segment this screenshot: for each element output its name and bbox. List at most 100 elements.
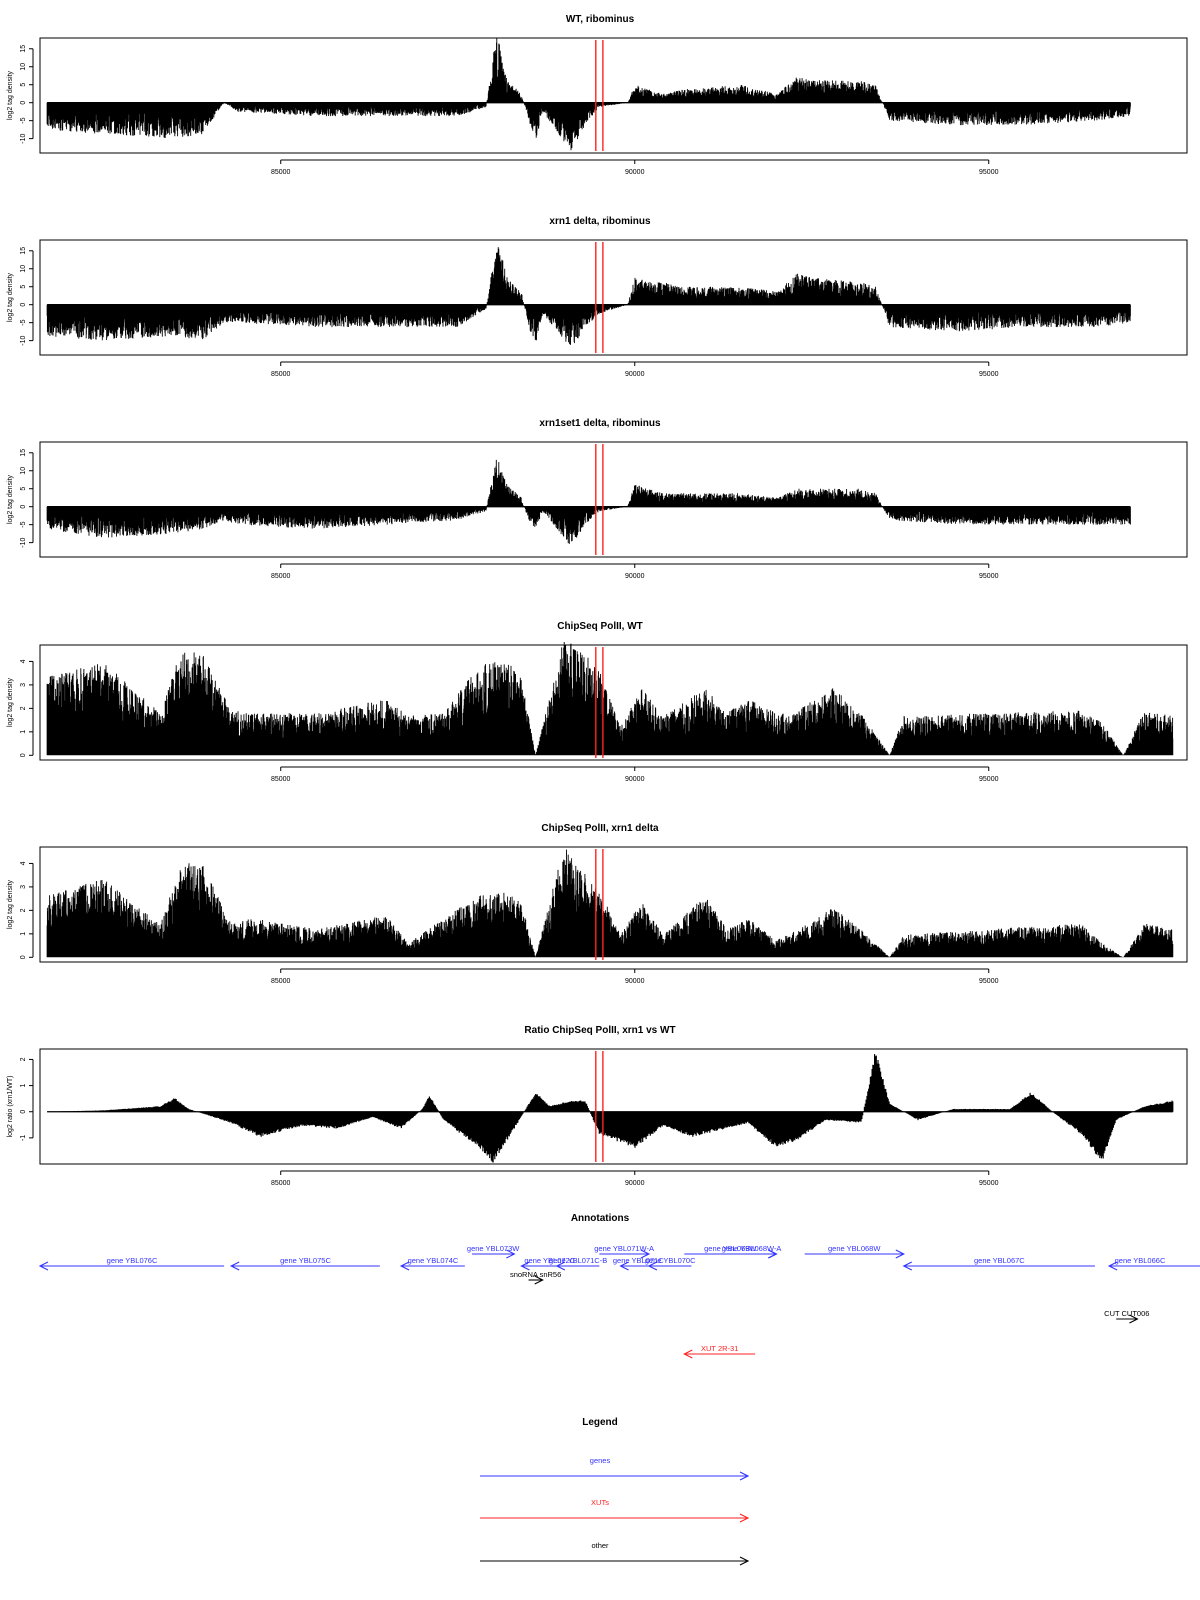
annotation-feature: gene YBL070C xyxy=(645,1256,696,1271)
feature-label: snoRNA snR56 xyxy=(510,1270,561,1279)
plot-frame xyxy=(39,1048,1188,1165)
legend-item-xut: XUTs xyxy=(480,1498,750,1523)
annotation-feature: gene YBL066C xyxy=(1107,1256,1200,1271)
y-tick-label: -5 xyxy=(20,319,27,325)
y-tick-label: 1 xyxy=(20,1084,27,1088)
x-tick-label: 85000 xyxy=(271,978,291,985)
feature-label: gene YBL066C xyxy=(1115,1256,1166,1265)
annotation-feature: gene YBL068W-A xyxy=(722,1244,781,1259)
chart-panel-2: xrn1 delta, ribominus -10 -5 0 5 10 15 log2 tag… xyxy=(7,216,1188,378)
feature-label: gene YBL071C xyxy=(613,1256,664,1265)
y-tick-label: 2 xyxy=(20,1057,27,1061)
signal-bars xyxy=(46,459,1131,544)
y-axis-label: log2 tag density xyxy=(7,879,14,929)
chart-panel-6: Ratio ChipSeq PolII, xrn1 vs WT -1 0 1 2 log2… xyxy=(7,1025,1188,1187)
annotation-feature: gene YBL071W-A xyxy=(594,1244,654,1259)
plot-frame xyxy=(39,846,1188,963)
annotation-feature: gene YBL075C xyxy=(229,1256,380,1271)
x-tick-label: 90000 xyxy=(625,1180,645,1187)
x-tick-label: 85000 xyxy=(271,573,291,580)
signal-bars xyxy=(46,247,1131,345)
x-tick-label: 85000 xyxy=(271,169,291,176)
y-tick-label: 0 xyxy=(20,303,27,307)
y-tick-label: 4 xyxy=(20,659,27,663)
feature-label: gene YBL070C xyxy=(645,1256,696,1265)
x-tick-label: 90000 xyxy=(625,776,645,783)
chart-title: xrn1 delta, ribominus xyxy=(549,216,651,227)
y-tick-label: -10 xyxy=(20,133,27,143)
signal-bars xyxy=(46,38,1131,151)
x-tick-label: 85000 xyxy=(271,1180,291,1187)
signal-bars xyxy=(46,849,1174,958)
x-tick-label: 90000 xyxy=(625,573,645,580)
annotation-feature: gene YBL071C-B xyxy=(549,1256,607,1271)
y-axis-label: log2 tag density xyxy=(7,677,14,727)
signal-bars xyxy=(46,642,1174,756)
y-tick-label: 3 xyxy=(20,683,27,687)
feature-arrow-arrowhead xyxy=(647,1261,658,1271)
legend-arrow-arrowhead xyxy=(739,1513,750,1523)
chart-panel-5: ChipSeq PolII, xrn1 delta 0 1 2 3 4 log2 tag d… xyxy=(7,823,1188,985)
y-tick-label: -5 xyxy=(20,521,27,527)
feature-arrow-arrowhead xyxy=(520,1261,530,1271)
feature-arrow-arrowhead xyxy=(38,1261,49,1271)
y-tick-label: 0 xyxy=(20,955,27,959)
feature-arrow-arrowhead xyxy=(683,1349,693,1359)
feature-label: XUT 2R-31 xyxy=(701,1344,738,1353)
feature-label: gene YBL069W xyxy=(704,1244,757,1253)
x-tick-label: 95000 xyxy=(979,978,999,985)
chart-title: Ratio ChipSeq PolII, xrn1 vs WT xyxy=(524,1025,675,1036)
y-axis-label: log2 tag density xyxy=(7,70,14,120)
y-tick-label: 1 xyxy=(20,730,27,734)
feature-arrow-arrowhead xyxy=(555,1261,566,1271)
annotation-feature: XUT 2R-31 xyxy=(683,1344,756,1359)
chart-title: ChipSeq PolII, WT xyxy=(557,621,643,632)
feature-arrow-arrowhead xyxy=(399,1261,410,1271)
y-tick-label: 15 xyxy=(20,247,27,255)
feature-label: CUT CUT006 xyxy=(1104,1309,1149,1318)
annotation-feature: gene YBL074C xyxy=(399,1256,465,1271)
legend-title: Legend xyxy=(582,1417,618,1428)
legend-items: genes XUTs other xyxy=(480,1456,750,1566)
feature-label: gene YBL076C xyxy=(107,1256,158,1265)
feature-arrow-arrowhead xyxy=(640,1249,651,1259)
legend-item-other: other xyxy=(480,1541,750,1566)
feature-label: gene YBL072C xyxy=(524,1256,575,1265)
y-tick-label: 10 xyxy=(20,265,27,273)
feature-arrow-arrowhead xyxy=(506,1249,516,1259)
y-axis-label: log2 tag density xyxy=(7,272,14,322)
y-tick-label: -10 xyxy=(20,537,27,547)
chart-panel-1: WT, ribominus -10 -5 0 5 10 15 log2 tag density… xyxy=(7,14,1188,176)
plot-frame xyxy=(39,644,1188,761)
chart-title: ChipSeq PolII, xrn1 delta xyxy=(541,823,659,834)
chart-title: xrn1set1 delta, ribominus xyxy=(539,418,661,429)
plot-frame xyxy=(39,239,1188,356)
y-tick-label: 2 xyxy=(20,706,27,710)
chart-panel-3: xrn1set1 delta, ribominus -10 -5 0 5 10 15 log2… xyxy=(7,418,1188,580)
y-tick-label: 0 xyxy=(20,753,27,757)
legend-arrow-arrowhead xyxy=(739,1556,750,1566)
y-tick-label: 15 xyxy=(20,45,27,53)
annotation-feature: gene YBL068W xyxy=(804,1244,906,1259)
y-axis-label: log2 ratio (xrn1/WT) xyxy=(7,1076,14,1138)
y-tick-label: 10 xyxy=(20,467,27,475)
feature-label: gene YBL075C xyxy=(280,1256,331,1265)
signal-bars xyxy=(49,1054,1174,1163)
x-tick-label: 95000 xyxy=(979,169,999,176)
y-tick-label: -5 xyxy=(20,117,27,123)
legend-item-gene: genes xyxy=(480,1456,750,1481)
y-tick-label: 0 xyxy=(20,101,27,105)
feature-label: gene YBL073W xyxy=(467,1244,520,1253)
legend-label: genes xyxy=(590,1456,611,1465)
chart-panel-4: ChipSeq PolII, WT 0 1 2 3 4 log2 tag density 85… xyxy=(7,621,1188,783)
feature-arrow-arrowhead xyxy=(619,1261,629,1271)
feature-arrow-arrowhead xyxy=(1129,1314,1139,1324)
y-tick-label: 10 xyxy=(20,63,27,71)
feature-arrow-arrowhead xyxy=(902,1261,913,1271)
y-tick-label: -10 xyxy=(20,335,27,345)
annotation-feature: gene YBL073W xyxy=(467,1244,520,1259)
feature-arrow-arrowhead xyxy=(229,1261,240,1271)
y-tick-label: 0 xyxy=(20,1110,27,1114)
